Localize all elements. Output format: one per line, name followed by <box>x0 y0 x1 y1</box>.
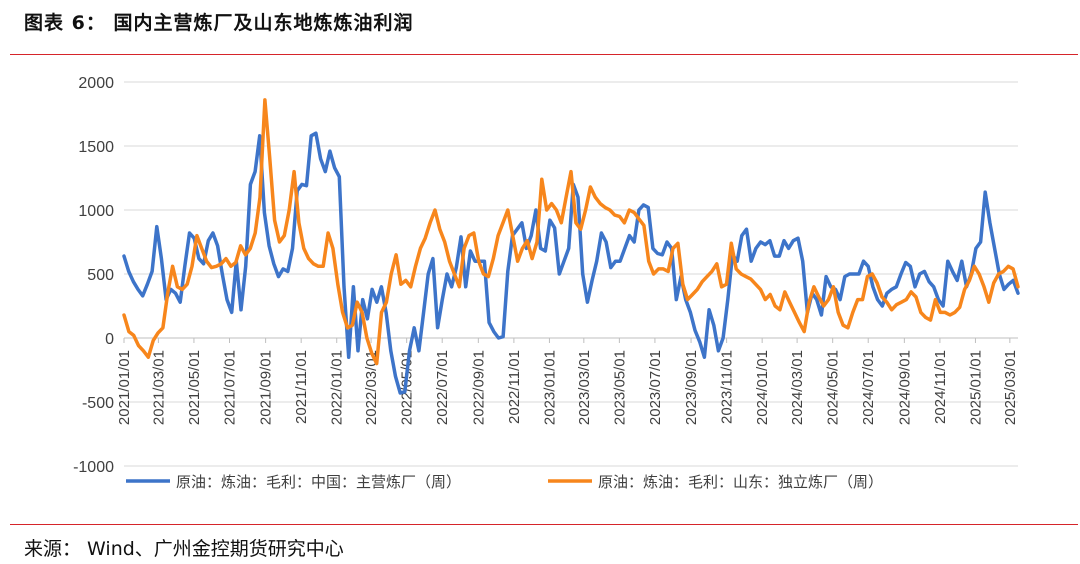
series-lines <box>122 98 1020 395</box>
x-tick-label: 2021/05/01 <box>186 350 203 425</box>
x-tick-label: 2023/03/01 <box>576 350 593 425</box>
series-line-2 <box>122 98 1020 366</box>
x-tick-label: 2024/03/01 <box>789 350 806 425</box>
legend-label-1: 原油：炼油：毛利：中国：主营炼厂（周） <box>176 473 461 491</box>
y-tick-label: 1000 <box>78 203 114 220</box>
x-tick-label: 2024/09/01 <box>896 350 913 425</box>
y-tick-label: -500 <box>82 395 114 412</box>
x-tick-label: 2023/11/01 <box>719 350 736 424</box>
x-tick-label: 2022/03/01 <box>363 350 380 425</box>
x-tick-label: 2023/07/01 <box>647 350 664 425</box>
y-tick-label: 1500 <box>78 139 114 156</box>
x-tick-label: 2022/09/01 <box>470 350 487 425</box>
x-axis-ticks: 2021/01/01 2021/03/01 2021/05/01 2021/07/01… <box>116 338 1019 425</box>
source-note: 来源： Wind、广州金控期货研究中心 <box>24 538 344 560</box>
x-tick-label: 2022/01/01 <box>329 350 346 425</box>
series-line-1 <box>122 131 1020 395</box>
x-tick-label: 2024/07/01 <box>860 350 877 425</box>
y-tick-label: -1000 <box>73 459 114 476</box>
y-tick-label: 500 <box>87 267 114 284</box>
x-tick-label: 2021/03/01 <box>150 350 167 425</box>
x-tick-label: 2021/11/01 <box>293 350 310 424</box>
x-tick-label: 2022/11/01 <box>506 350 523 424</box>
legend-label-2: 原油：炼油：毛利：山东：独立炼厂（周） <box>598 473 883 491</box>
y-tick-label: 2000 <box>78 75 114 92</box>
x-tick-label: 2025/03/01 <box>1002 350 1019 425</box>
x-tick-label: 2024/05/01 <box>825 350 842 425</box>
x-tick-label: 2024/11/01 <box>932 350 949 424</box>
bottom-divider <box>10 524 1078 525</box>
y-axis-ticks: 2000 1500 1000 500 0 -500 -1000 <box>73 75 114 476</box>
x-tick-label: 2025/01/01 <box>967 350 984 425</box>
legend: 原油：炼油：毛利：中国：主营炼厂（周） 原油：炼油：毛利：山东：独立炼厂（周） <box>126 473 883 491</box>
x-tick-label: 2022/05/01 <box>399 350 416 425</box>
top-divider <box>10 54 1078 55</box>
y-tick-label: 0 <box>105 331 114 348</box>
x-tick-label: 2022/07/01 <box>434 350 451 425</box>
x-tick-label: 2023/01/01 <box>541 350 558 425</box>
x-tick-label: 2024/01/01 <box>754 350 771 425</box>
x-tick-label: 2021/01/01 <box>116 350 133 425</box>
x-tick-label: 2021/07/01 <box>221 350 238 425</box>
x-tick-label: 2023/05/01 <box>611 350 628 425</box>
figure-title: 图表 6： 国内主营炼厂及山东地炼炼油利润 <box>24 12 414 34</box>
x-tick-label: 2023/09/01 <box>683 350 700 425</box>
x-tick-label: 2021/09/01 <box>258 350 275 425</box>
